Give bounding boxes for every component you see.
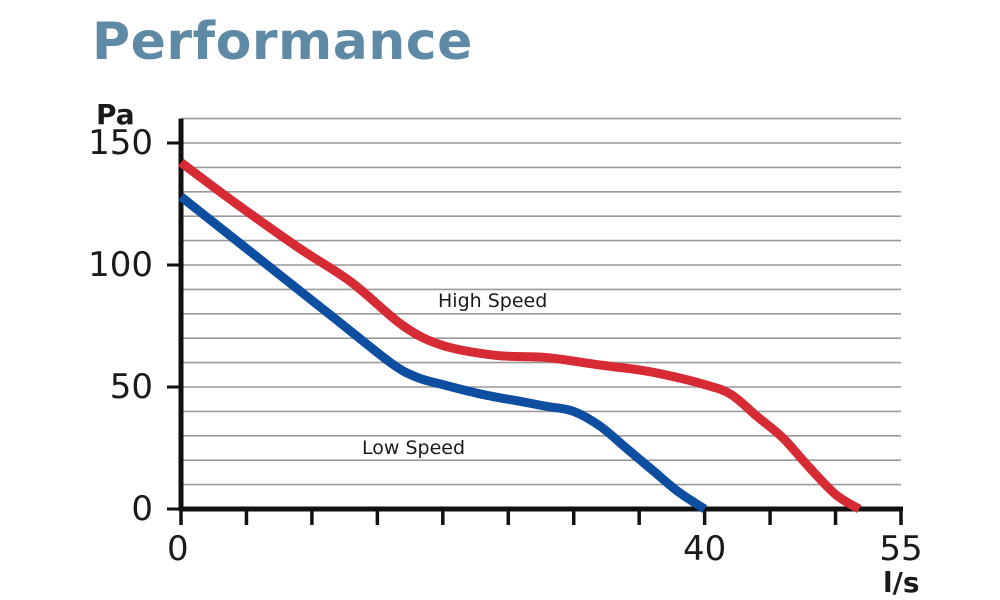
series-line-low-speed — [178, 193, 708, 513]
y-tick-label-0: 0 — [131, 489, 153, 529]
series-line-high-speed — [178, 158, 862, 513]
series-label-high-speed: High Speed — [438, 290, 547, 312]
tick-labels: 0 50 100 150 0 40 55 Pa l/s High Speed Low Speed — [88, 98, 923, 599]
x-tick-label-0: 0 — [167, 529, 189, 569]
tick-marks — [167, 141, 903, 525]
x-tick-label-55: 55 — [879, 529, 922, 569]
chart-title: Performance — [92, 12, 473, 72]
series-lines — [178, 158, 862, 513]
y-tick-label-50: 50 — [110, 367, 153, 407]
axes — [178, 118, 903, 512]
series-label-low-speed: Low Speed — [362, 437, 465, 459]
y-axis-unit-label: Pa — [96, 98, 135, 131]
x-tick-label-40: 40 — [683, 529, 726, 569]
y-tick-label-150: 150 — [88, 123, 153, 163]
x-axis-unit-label: l/s — [883, 566, 920, 599]
y-tick-label-100: 100 — [88, 245, 153, 285]
